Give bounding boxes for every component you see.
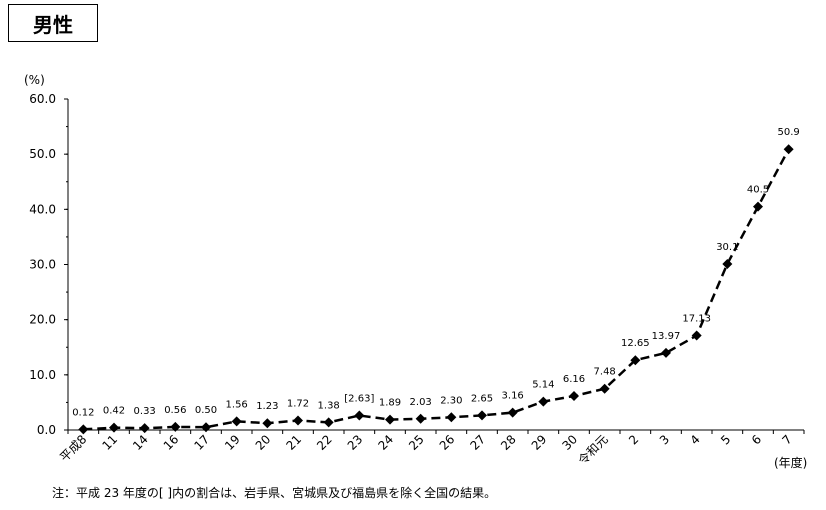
data-label: 0.50 xyxy=(195,405,217,416)
x-tick-label: 29 xyxy=(529,432,550,453)
data-label: 0.56 xyxy=(164,405,186,416)
data-label: 6.16 xyxy=(563,374,585,385)
x-tick-label: 26 xyxy=(437,432,458,453)
x-tick-label: 平成8 xyxy=(57,432,89,464)
data-label: 13.97 xyxy=(652,331,681,342)
data-point xyxy=(78,424,89,435)
data-label: 1.38 xyxy=(318,400,340,411)
y-tick-label: 0.0 xyxy=(37,423,56,437)
x-tick-label: 30 xyxy=(559,432,580,453)
x-tick-label: 23 xyxy=(345,432,366,453)
data-point xyxy=(538,396,549,407)
data-point xyxy=(630,355,641,366)
data-point xyxy=(385,414,395,425)
y-axis-label: (%) xyxy=(24,73,45,87)
x-tick-label: 令和元 xyxy=(575,432,611,468)
chart-title: 男性 xyxy=(8,4,98,42)
y-axis: 0.0 10.0 20.0 30.0 40.0 50.0 60.0 xyxy=(29,92,69,437)
x-axis-label: (年度) xyxy=(774,455,807,470)
data-series xyxy=(83,148,790,431)
data-point xyxy=(507,407,518,418)
x-tick-label: 21 xyxy=(283,432,304,453)
data-point xyxy=(262,418,273,429)
data-label: 3.16 xyxy=(502,391,524,402)
data-point xyxy=(691,330,702,341)
data-point xyxy=(599,383,610,394)
data-point xyxy=(323,417,334,428)
data-label: 12.65 xyxy=(621,338,650,349)
x-tick-label: 25 xyxy=(406,432,427,453)
x-tick-label: 3 xyxy=(657,432,672,447)
x-tick-label: 6 xyxy=(749,432,764,447)
data-label: 40.5 xyxy=(747,185,769,196)
x-tick-label: 2 xyxy=(626,432,641,447)
data-label: 17.13 xyxy=(682,313,711,324)
x-tick-label: 5 xyxy=(718,432,733,447)
data-label: 1.23 xyxy=(256,401,278,412)
data-point xyxy=(139,423,150,434)
data-point xyxy=(569,391,579,402)
data-label: 2.30 xyxy=(440,395,462,406)
x-tick-label: 7 xyxy=(779,432,794,447)
data-label: 5.14 xyxy=(532,380,554,391)
data-point xyxy=(661,347,671,358)
data-point xyxy=(354,410,365,421)
x-tick-label: 24 xyxy=(375,432,396,453)
data-point xyxy=(201,422,211,433)
x-tick-label: 11 xyxy=(99,432,120,453)
y-tick-label: 30.0 xyxy=(29,258,56,272)
data-point xyxy=(231,416,242,427)
x-tick-label: 4 xyxy=(687,432,702,447)
data-label: 7.48 xyxy=(594,367,616,378)
data-point xyxy=(109,422,119,433)
data-label: [2.63] xyxy=(344,393,374,404)
data-point xyxy=(783,144,794,155)
y-tick-label: 60.0 xyxy=(29,92,56,106)
x-tick-label: 16 xyxy=(161,432,182,453)
data-label: 30.1 xyxy=(716,242,738,253)
data-point xyxy=(293,415,303,426)
data-label: 50.9 xyxy=(778,127,800,138)
y-tick-label: 40.0 xyxy=(29,202,56,216)
y-tick-label: 20.0 xyxy=(29,313,56,327)
x-tick-label: 17 xyxy=(191,432,212,453)
y-tick-label: 50.0 xyxy=(29,147,56,161)
data-label: 0.33 xyxy=(134,406,156,417)
x-tick-label: 22 xyxy=(314,432,335,453)
data-point xyxy=(170,421,181,432)
x-tick-label: 19 xyxy=(222,432,243,453)
footnote: 注：平成 23 年度の[ ]内の割合は、岩手県、宮城県及び福島県を除く全国の結果… xyxy=(52,486,497,500)
series-line xyxy=(83,148,790,431)
data-labels: 0.12 0.42 0.33 0.56 0.50 1.56 1.23 1.72 1.38 [2.6… xyxy=(72,127,800,418)
x-tick-label: 27 xyxy=(467,432,488,453)
y-tick-label: 10.0 xyxy=(29,368,56,382)
data-point xyxy=(446,412,457,423)
x-tick-label: 14 xyxy=(130,432,151,453)
data-point xyxy=(415,413,426,424)
data-point xyxy=(477,410,487,421)
data-label: 0.12 xyxy=(72,407,94,418)
data-label: 2.03 xyxy=(410,397,432,408)
data-label: 0.42 xyxy=(103,406,125,417)
x-tick-label: 20 xyxy=(253,432,274,453)
data-label: 1.72 xyxy=(287,399,309,410)
x-tick-label: 28 xyxy=(498,432,519,453)
data-markers xyxy=(78,144,794,435)
data-label: 1.89 xyxy=(379,398,401,409)
data-label: 1.56 xyxy=(226,399,248,410)
data-point xyxy=(722,258,733,269)
data-label: 2.65 xyxy=(471,393,493,404)
data-point xyxy=(753,201,763,212)
